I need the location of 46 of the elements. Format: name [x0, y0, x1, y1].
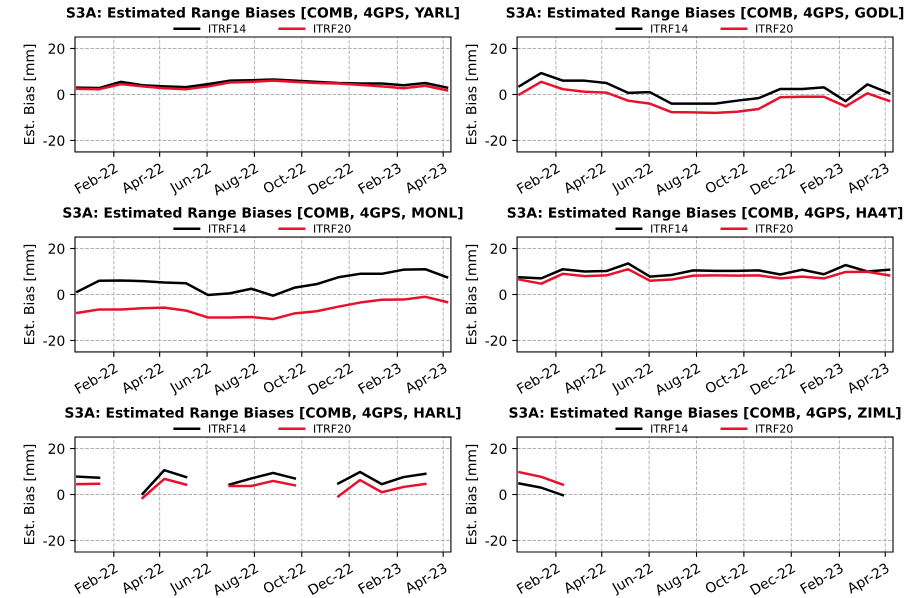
legend-label: ITRF14 [209, 24, 246, 33]
y-tick-label: -20 [43, 535, 64, 546]
y-axis-title: Est. Bias [mm] [466, 44, 478, 144]
legend-label: ITRF14 [209, 224, 246, 233]
y-tick-label: 0 [499, 489, 506, 500]
line-series [518, 268, 890, 285]
chart-title: S3A: Estimated Range Biases [COMB, 4GPS, GODL] [506, 7, 904, 21]
legend-label: ITRF14 [209, 424, 246, 433]
y-axis-title: Est. Bias [mm] [466, 444, 478, 544]
y-tick-label: 20 [490, 444, 506, 454]
line-series [518, 80, 890, 114]
y-tick-label: -20 [43, 135, 64, 146]
y-tick-label: 0 [57, 289, 64, 300]
y-axis-title: Est. Bias [mm] [24, 444, 36, 544]
chart-title: S3A: Estimated Range Biases [COMB, 4GPS, MONL] [63, 207, 462, 221]
y-tick-label: -20 [43, 335, 64, 346]
y-tick-label: 20 [490, 43, 506, 54]
legend-label: ITRF20 [314, 24, 351, 33]
y-tick-label: 0 [499, 89, 506, 100]
y-tick-label: -20 [485, 535, 506, 546]
y-tick-label: 20 [48, 444, 64, 454]
legend-label: ITRF20 [756, 224, 793, 233]
legend-label: ITRF20 [314, 224, 351, 233]
y-tick-label: 20 [490, 243, 506, 254]
legend-label: ITRF14 [651, 424, 688, 433]
chart-title: S3A: Estimated Range Biases [COMB, 4GPS, YARL] [66, 7, 459, 21]
legend-label: ITRF20 [756, 424, 793, 433]
y-axis-title: Est. Bias [mm] [24, 44, 36, 144]
chart-title: S3A: Estimated Range Biases [COMB, 4GPS, ZIML] [510, 407, 900, 421]
y-tick-label: -20 [485, 135, 506, 146]
chart-title: S3A: Estimated Range Biases [COMB, 4GPS, HARL] [65, 407, 460, 421]
y-axis-title: Est. Bias [mm] [24, 244, 36, 344]
legend-label: ITRF14 [651, 224, 688, 233]
y-axis-title: Est. Bias [mm] [466, 244, 478, 344]
y-tick-label: 20 [48, 43, 64, 54]
y-tick-label: 0 [57, 489, 64, 500]
y-tick-label: 0 [499, 289, 506, 300]
y-tick-label: 0 [57, 89, 64, 100]
chart-title: S3A: Estimated Range Biases [COMB, 4GPS, HA4T] [508, 207, 902, 221]
legend-label: ITRF20 [756, 24, 793, 33]
legend-label: ITRF20 [314, 424, 351, 433]
line-series [76, 79, 448, 92]
legend-label: ITRF14 [651, 24, 688, 33]
y-tick-label: -20 [485, 335, 506, 346]
line-series [76, 296, 448, 320]
y-tick-label: 20 [48, 243, 64, 254]
